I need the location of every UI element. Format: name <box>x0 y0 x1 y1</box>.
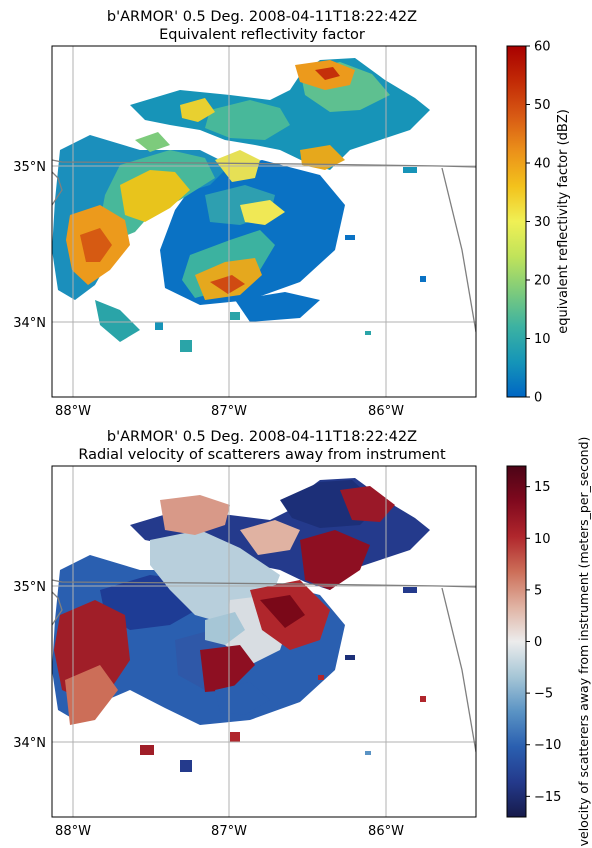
velocity-xtick-87w: 87°W <box>211 824 247 839</box>
reflectivity-map <box>52 46 476 397</box>
velocity-panel: b'ARMOR' 0.5 Deg. 2008-04-11T18:22:42Z R… <box>13 429 591 846</box>
reflectivity-panel: b'ARMOR' 0.5 Deg. 2008-04-11T18:22:42Z E… <box>13 9 571 419</box>
velocity-colorbar-gradient <box>506 465 527 818</box>
velocity-state-border-west <box>52 591 63 626</box>
velocity-xtick-88w: 88°W <box>55 824 91 839</box>
velocity-title-line1: b'ARMOR' 0.5 Deg. 2008-04-11T18:22:42Z <box>107 429 417 445</box>
velocity-xtick-86w: 86°W <box>368 824 404 839</box>
velocity-state-border <box>52 579 476 588</box>
reflectivity-title-line1: b'ARMOR' 0.5 Deg. 2008-04-11T18:22:42Z <box>107 9 417 25</box>
velocity-colorbar-tick-label: 0 <box>534 635 542 650</box>
reflectivity-ytick-34n: 34°N <box>13 316 46 331</box>
reflectivity-colorbar-tick-label: 60 <box>534 40 551 55</box>
velocity-colorbar-tick-label: 5 <box>534 583 542 598</box>
reflectivity-xtick-88w: 88°W <box>55 404 91 419</box>
reflectivity-colorbar-tick-label: 50 <box>534 98 551 113</box>
velocity-colorbar: −15 −10 −5 0 5 10 15 velocity of scatterers aw… <box>506 437 591 847</box>
velocity-map <box>52 466 476 817</box>
velocity-colorbar-tick-label: 15 <box>534 480 551 495</box>
velocity-colorbar-tick-label: −10 <box>534 738 561 753</box>
velocity-colorbar-tick-label: 10 <box>534 532 551 547</box>
reflectivity-title-line2: Equivalent reflectivity factor <box>159 27 365 43</box>
reflectivity-colorbar-tick-label: 10 <box>534 332 551 347</box>
reflectivity-colorbar: 0 10 20 30 40 50 60 equivalent reflectivity fa… <box>506 40 571 406</box>
reflectivity-colorbar-tick-label: 30 <box>534 215 551 230</box>
velocity-colorbar-tick-label: −15 <box>534 790 561 805</box>
reflectivity-state-border-east <box>441 167 476 333</box>
reflectivity-colorbar-tick-label: 0 <box>534 391 542 406</box>
reflectivity-xtick-87w: 87°W <box>211 404 247 419</box>
reflectivity-axes-frame <box>51 45 477 398</box>
velocity-title-line2: Radial velocity of scatterers away from … <box>78 447 446 463</box>
velocity-colorbar-label: velocity of scatterers away from instrum… <box>576 437 591 847</box>
velocity-colorbar-ticks: −15 −10 −5 0 5 10 15 <box>526 480 561 805</box>
reflectivity-colorbar-tick-label: 40 <box>534 157 551 172</box>
reflectivity-xtick-86w: 86°W <box>368 404 404 419</box>
velocity-colorbar-tick-label: −5 <box>534 687 553 702</box>
velocity-echoes <box>52 478 430 772</box>
reflectivity-colorbar-gradient <box>506 45 527 398</box>
reflectivity-echoes <box>52 58 430 352</box>
reflectivity-colorbar-label: equivalent reflectivity factor (dBZ) <box>556 109 571 334</box>
velocity-state-border-east <box>441 587 476 753</box>
velocity-ytick-35n: 35°N <box>13 580 46 595</box>
reflectivity-colorbar-ticks: 0 10 20 30 40 50 60 <box>526 40 551 406</box>
reflectivity-state-border <box>52 159 476 168</box>
reflectivity-state-border-west <box>52 171 63 206</box>
reflectivity-ytick-35n: 35°N <box>13 160 46 175</box>
reflectivity-colorbar-tick-label: 20 <box>534 274 551 289</box>
velocity-ytick-34n: 34°N <box>13 736 46 751</box>
velocity-axes-frame <box>51 465 477 818</box>
